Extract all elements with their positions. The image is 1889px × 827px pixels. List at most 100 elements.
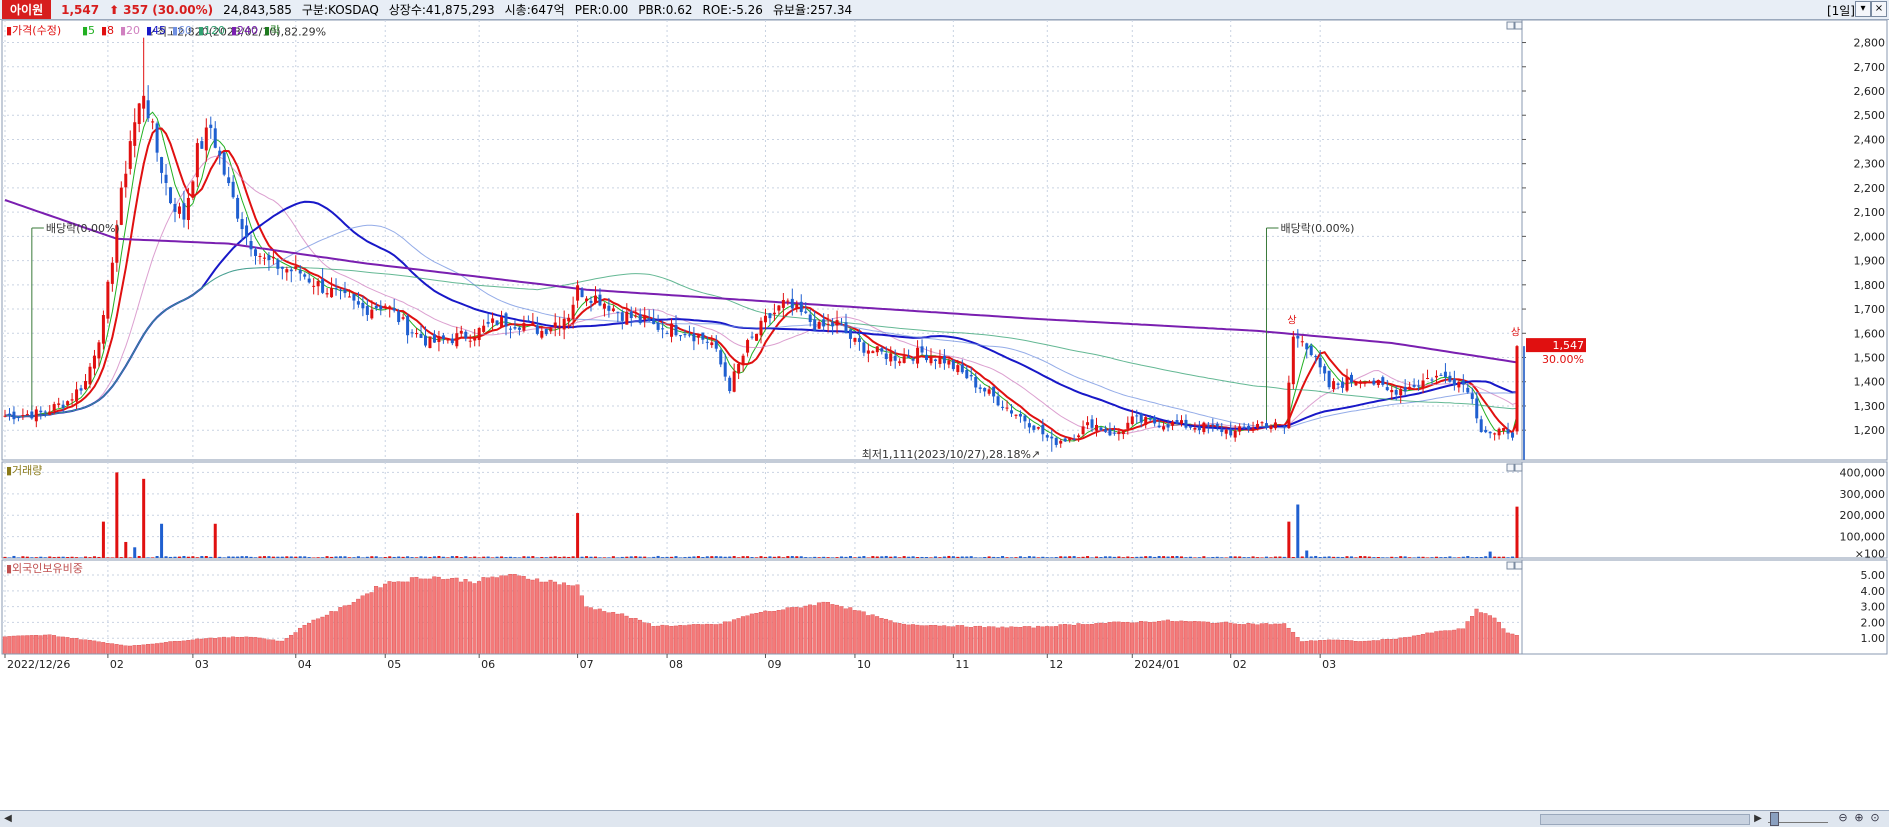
foreign-bar [298, 627, 303, 655]
foreign-bar [1071, 624, 1076, 655]
stock-name[interactable]: 아이원 [2, 0, 52, 19]
foreign-bar [150, 643, 155, 655]
candle-body [607, 305, 611, 311]
candle-body [1394, 389, 1398, 395]
volume-bar [656, 555, 660, 558]
foreign-bar [884, 618, 889, 655]
candle-body [75, 389, 79, 402]
volume-bar [110, 557, 114, 558]
candle-body [889, 353, 893, 362]
per-value: PER:0.00 [574, 2, 629, 17]
volume-bar [1367, 556, 1371, 558]
foreign-bar [772, 611, 777, 655]
volume-bar [92, 556, 96, 558]
foreign-bar [942, 625, 947, 655]
foreign-bar [195, 638, 200, 655]
candle-body [562, 318, 566, 330]
candle-body [352, 294, 356, 301]
foreign-bar [1112, 621, 1117, 655]
candle-body [951, 360, 955, 370]
candle-body [960, 364, 964, 373]
price-tick-label: 1,900 [1854, 255, 1886, 268]
zoom-slider-track[interactable] [1768, 814, 1828, 823]
candle-body [1215, 423, 1219, 427]
zoom-slider-knob[interactable] [1770, 812, 1779, 826]
x-tick-label: 03 [1322, 658, 1336, 671]
volume-bar [728, 556, 732, 558]
stock-info-bar: 아이원 1,547 ⬆ 357 (30.00%) 24,843,585 구분:K… [0, 0, 1889, 20]
volume-bar [1470, 557, 1474, 558]
scroll-right-icon[interactable]: ▶ [1754, 813, 1762, 824]
volume-bar [1215, 556, 1219, 558]
foreign-bar [253, 637, 258, 655]
candle-body [330, 288, 334, 298]
horizontal-scrollbar[interactable]: ◀ ▶ ⊖ ⊕ ⊙ [0, 810, 1889, 827]
foreign-bar [1483, 613, 1488, 655]
limit-up-mark: 상 [1511, 327, 1520, 339]
volume-bar [759, 556, 763, 558]
candle-body [1184, 419, 1188, 428]
candle-body [186, 197, 190, 220]
up-arrow-icon: ⬆ [109, 2, 120, 17]
foreign-bar [651, 626, 656, 655]
volume-bar [616, 557, 620, 558]
volume-bar [960, 556, 964, 558]
volume-bar [1412, 557, 1416, 558]
volume-bar [817, 557, 821, 558]
chart-area[interactable]: 2,800 2,700 2,600 2,500 2,400 2,300 2,200 2,100… [0, 20, 1889, 810]
foreign-bar [812, 605, 817, 655]
candle-body [1390, 389, 1394, 393]
volume-bar [468, 557, 472, 558]
volume-bar [602, 557, 606, 558]
candle-body [719, 350, 723, 365]
volume-bar [1332, 556, 1336, 558]
period-selector[interactable]: [1일] [1826, 4, 1855, 18]
foreign-bar [646, 623, 651, 655]
foreign-bar [1197, 621, 1202, 655]
volume-bar [1130, 557, 1134, 558]
chevron-down-icon[interactable]: ▾ [1855, 1, 1871, 17]
candle-body [303, 274, 307, 277]
volume-bar [553, 556, 557, 558]
volume-bar [517, 557, 521, 558]
foreign-bar [521, 576, 526, 655]
candle-body [696, 335, 700, 338]
foreign-bar [526, 578, 531, 655]
y-axis-pane [1521, 20, 1888, 461]
volume-bar [1001, 556, 1005, 558]
price-tick-label: 2,400 [1854, 133, 1886, 146]
candle-body [732, 371, 736, 392]
price-tick-label: 1,200 [1854, 424, 1886, 437]
candle-body [1072, 439, 1076, 441]
zoom-reset-icon[interactable]: ⊙ [1870, 811, 1880, 824]
scroll-left-icon[interactable]: ◀ [4, 813, 12, 824]
foreign-bar [1165, 619, 1170, 655]
foreign-bar [1152, 621, 1157, 655]
zoom-out-icon[interactable]: ⊖ [1838, 811, 1848, 824]
volume-bar [951, 556, 955, 558]
volume-bar [916, 557, 920, 558]
foreign-bar [1385, 638, 1390, 655]
foreign-bar [481, 577, 486, 655]
candle-body [1036, 427, 1040, 429]
close-icon[interactable]: × [1871, 1, 1887, 17]
volume-bar [101, 521, 105, 558]
candle-body [1108, 429, 1112, 436]
volume-bar [987, 556, 991, 558]
candle-body [508, 328, 512, 330]
x-tick-label: 11 [955, 658, 969, 671]
volume-bar [1493, 556, 1497, 558]
candle-body [1264, 423, 1268, 428]
zoom-in-icon[interactable]: ⊕ [1854, 811, 1864, 824]
scroll-thumb[interactable] [1540, 814, 1750, 825]
volume-bar [1394, 557, 1398, 558]
candle-body [495, 320, 499, 325]
x-tick-label: 05 [387, 658, 401, 671]
volume-bar [1179, 556, 1183, 558]
foreign-bar [257, 637, 262, 655]
candle-body [258, 255, 262, 257]
foreign-bar [535, 578, 540, 655]
foreign-bar [1089, 624, 1094, 655]
ma-120-line [4, 266, 1518, 418]
volume-bar [1417, 556, 1421, 558]
